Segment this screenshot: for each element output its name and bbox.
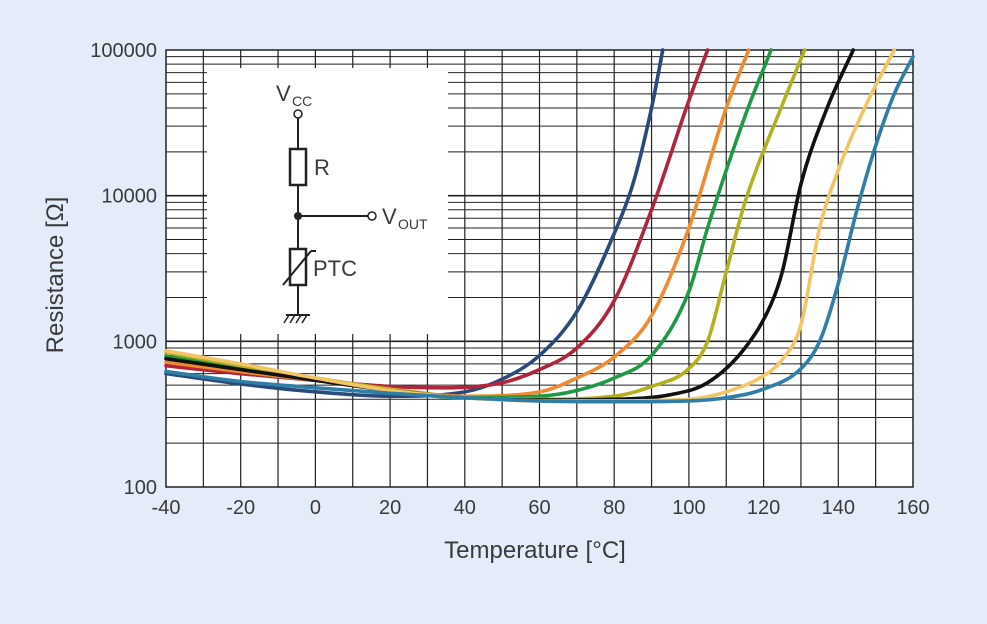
y-tick-label: 100 [124, 477, 157, 499]
x-tick-label: 160 [896, 497, 929, 519]
x-tick-label: -20 [226, 497, 255, 519]
ground-hatch-3 [295, 314, 302, 324]
x-tick-label: 100 [672, 497, 705, 519]
circuit-inset: V CC R V OUT PTC [207, 68, 448, 334]
resistor-symbol [288, 147, 308, 187]
x-tick-label: -40 [152, 497, 181, 519]
inset-background [207, 68, 448, 334]
ptc-diagonal [282, 250, 312, 286]
y-tick-label: 1000 [113, 331, 158, 353]
x-tick-label: 0 [310, 497, 321, 519]
tick-labels: -40 -20 0 20 40 60 80 100 120 140 160 100 1000 10000 1… [90, 40, 929, 519]
vcc-terminal [293, 109, 303, 119]
x-axis-label: Temperature [°C] [444, 537, 626, 564]
vcc-label: V [276, 81, 291, 106]
series-line-7 [164, 48, 897, 403]
vout-subscript: OUT [398, 216, 428, 232]
ptc-label: PTC [313, 256, 357, 281]
resistor-label: R [314, 155, 330, 180]
ground-hatch-1 [283, 314, 290, 324]
x-tick-label: 40 [454, 497, 476, 519]
y-tick-label: 10000 [101, 186, 157, 208]
ground-hatch-2 [289, 314, 296, 324]
x-tick-label: 20 [379, 497, 401, 519]
y-axis-label: Resistance [Ω] [42, 197, 69, 354]
series-line-8 [164, 54, 915, 404]
series-line-1 [164, 48, 665, 399]
vout-label: V [382, 204, 397, 229]
y-tick-label: 100000 [90, 40, 157, 62]
ground-hatch-4 [301, 314, 308, 324]
series-layer [164, 48, 915, 404]
x-tick-label: 120 [747, 497, 780, 519]
x-tick-label: 140 [822, 497, 855, 519]
x-tick-label: 60 [528, 497, 550, 519]
plot-frame [165, 49, 914, 488]
x-tick-label: 80 [603, 497, 625, 519]
vout-terminal [367, 211, 377, 221]
vcc-subscript: CC [292, 93, 312, 109]
